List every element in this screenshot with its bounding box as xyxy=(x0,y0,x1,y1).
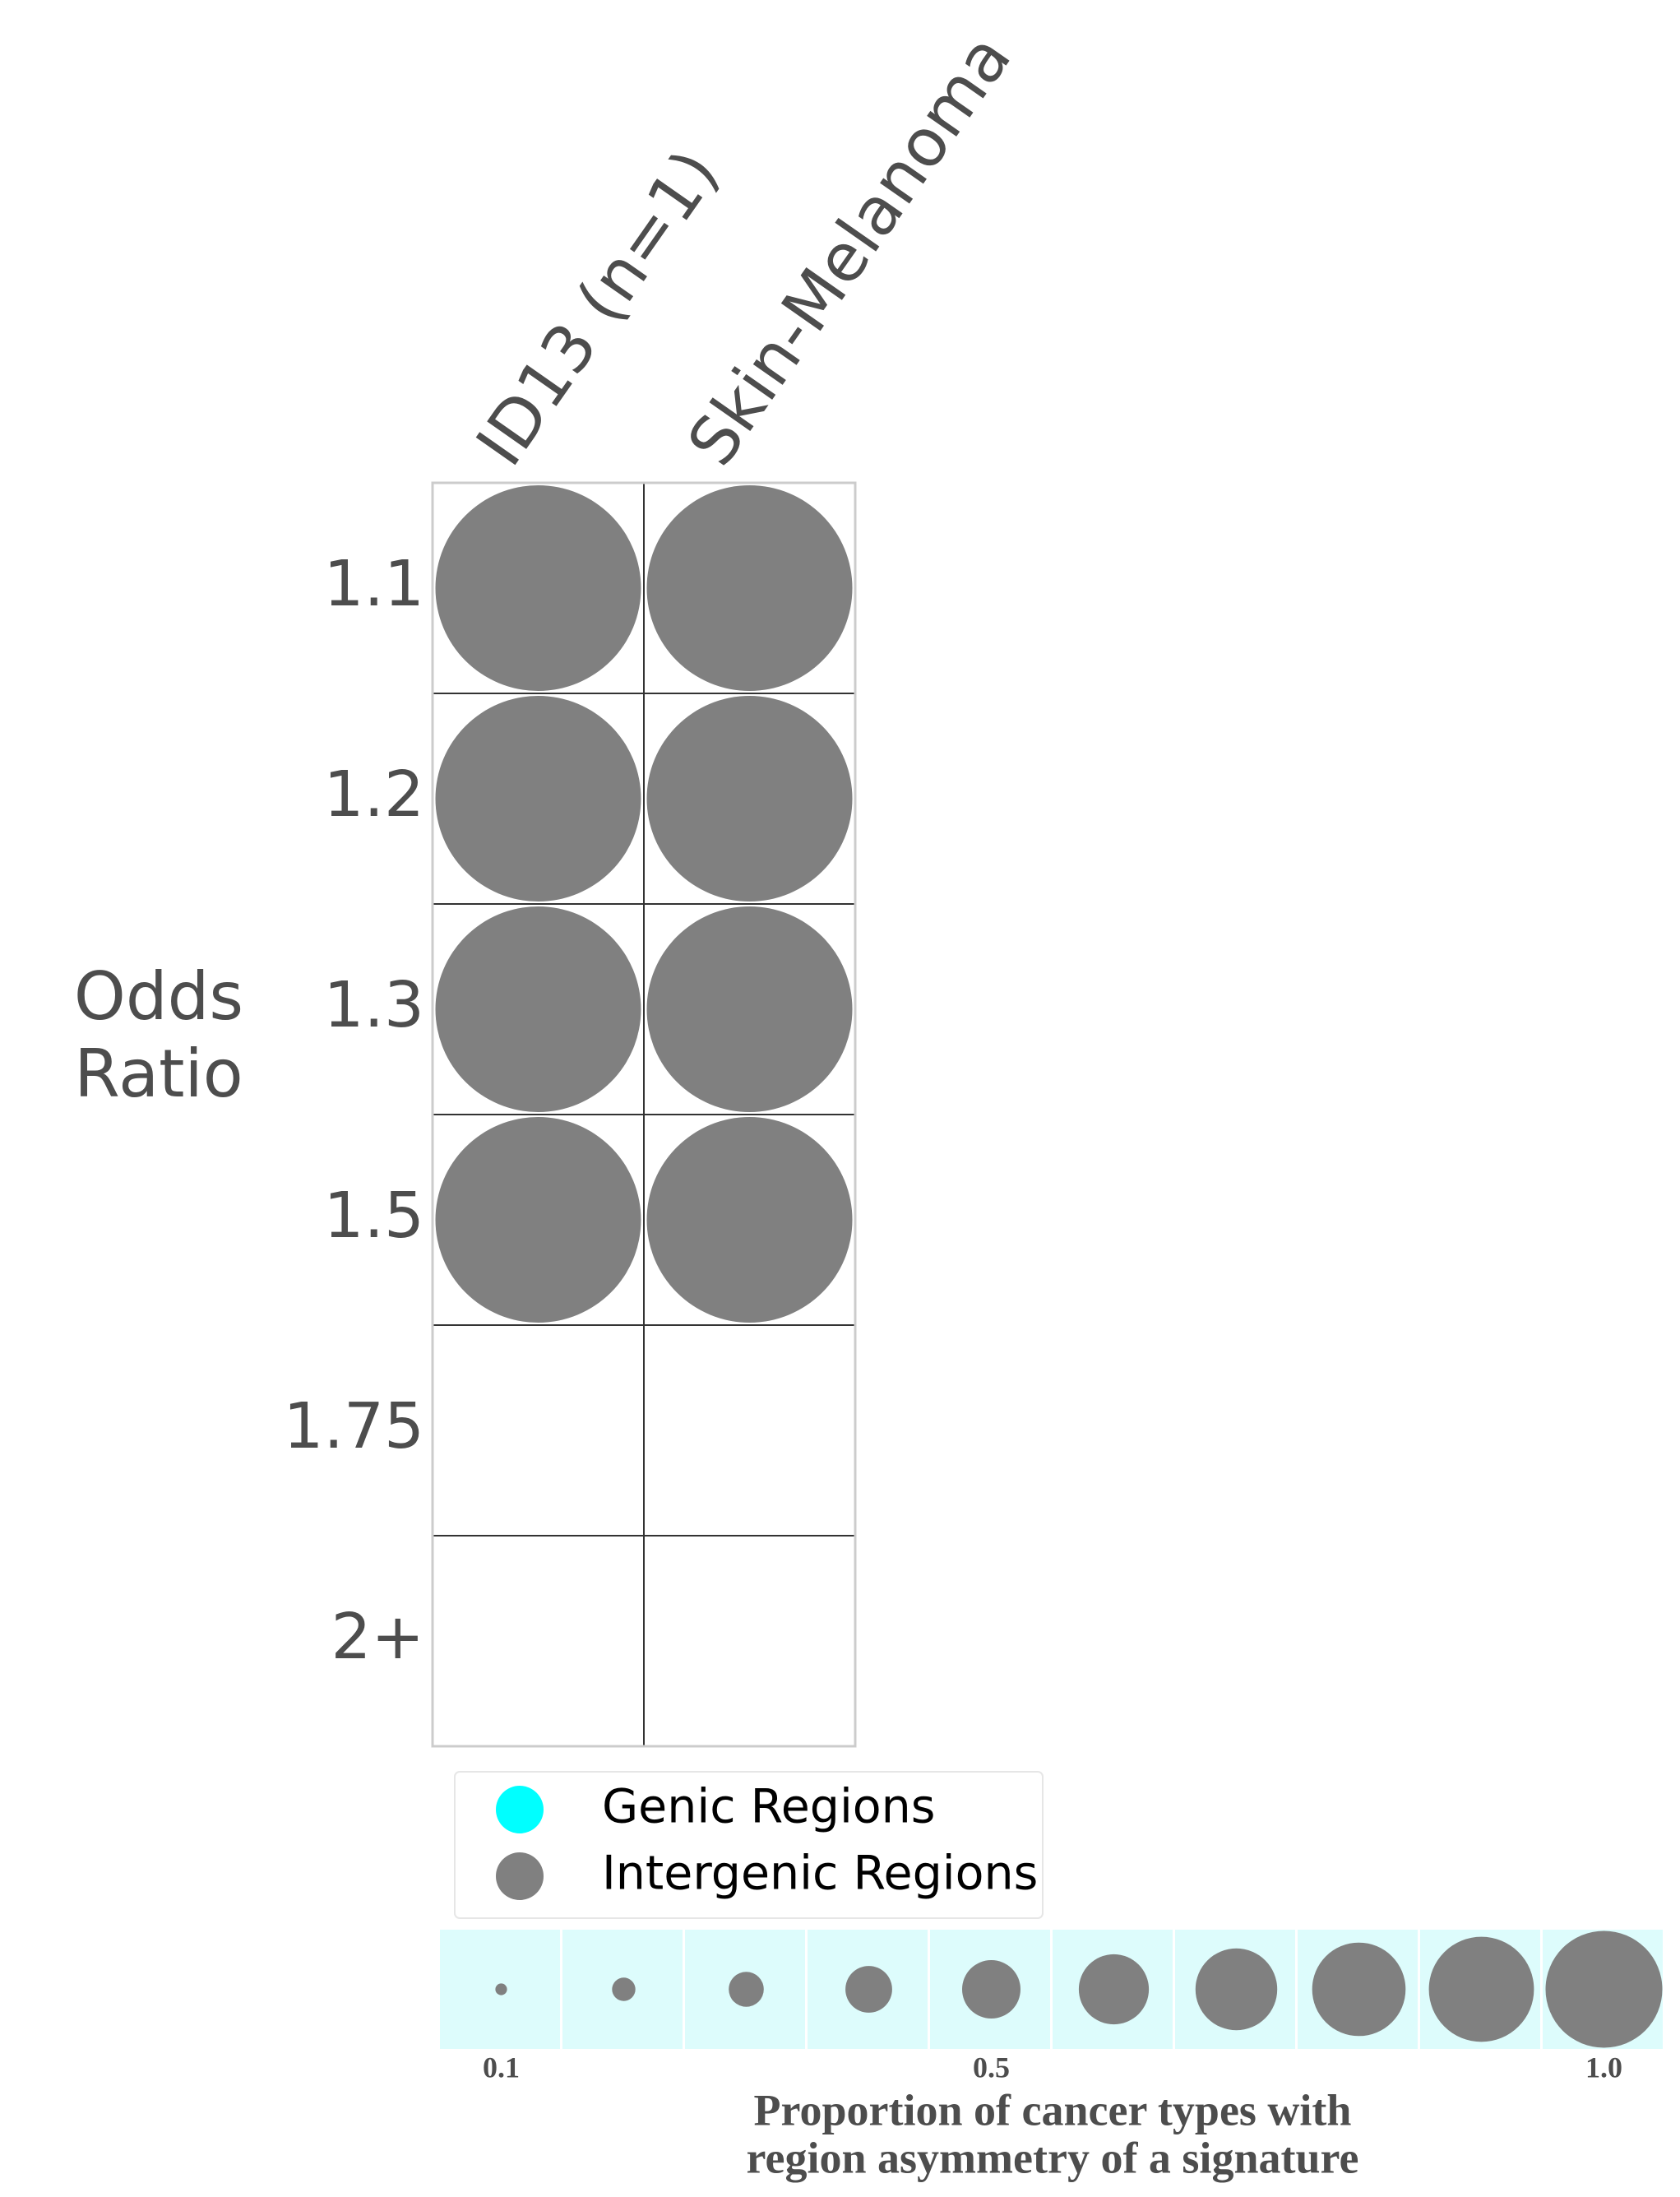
legend-marker xyxy=(496,1786,544,1833)
bubble xyxy=(435,696,641,902)
size-legend-tick-label: 0.1 xyxy=(483,2051,520,2083)
size-legend-bubble xyxy=(1078,1954,1150,2025)
column-label: Skin-Melanoma xyxy=(673,21,1025,479)
bubble xyxy=(435,906,641,1112)
legend-marker xyxy=(496,1852,544,1900)
size-legend-bubble xyxy=(1195,1948,1278,2031)
bubble xyxy=(646,1117,853,1323)
bubble xyxy=(646,906,853,1112)
y-axis-label: Odds xyxy=(74,958,243,1035)
size-legend-bubble xyxy=(845,1966,892,2013)
size-legend-bubble xyxy=(1312,1942,1406,2037)
size-legend-title: region asymmetry of a signature xyxy=(747,2133,1359,2182)
y-tick-label: 1.75 xyxy=(284,1390,424,1463)
size-legend-tick-label: 0.5 xyxy=(973,2051,1010,2083)
bubble xyxy=(646,485,853,691)
size-legend-bubble xyxy=(612,1977,636,2001)
legend-box xyxy=(454,1771,1044,1919)
bubble xyxy=(435,1117,641,1323)
legend-label: Intergenic Regions xyxy=(602,1847,1038,1901)
grid-border xyxy=(431,481,857,1748)
y-tick-label: 2+ xyxy=(331,1601,424,1674)
size-legend-bubble xyxy=(729,1972,764,2007)
size-legend-bubble xyxy=(962,1960,1020,2019)
y-axis-label: Ratio xyxy=(74,1036,243,1112)
size-legend-bubble xyxy=(1545,1930,1663,2048)
size-legend-bubble xyxy=(1428,1936,1534,2042)
size-legend-title: Proportion of cancer types with xyxy=(754,2085,1352,2134)
y-tick-label: 1.3 xyxy=(324,969,424,1042)
size-legend-bubble xyxy=(495,1983,507,1995)
y-tick-label: 1.2 xyxy=(324,758,424,832)
y-tick-label: 1.1 xyxy=(324,548,424,621)
bubble xyxy=(646,696,853,902)
size-legend-tick-label: 1.0 xyxy=(1585,2051,1622,2083)
y-tick-label: 1.5 xyxy=(324,1180,424,1253)
legend-label: Genic Regions xyxy=(602,1780,936,1834)
bubble xyxy=(435,485,641,691)
